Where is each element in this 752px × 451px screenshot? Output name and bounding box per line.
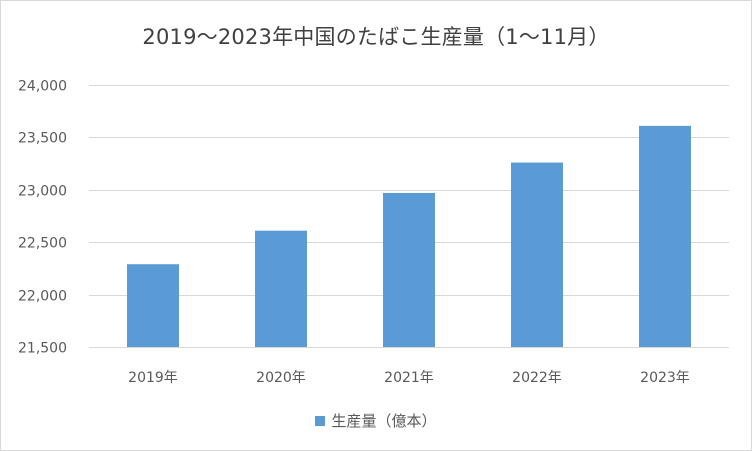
x-axis-ticks: 2019年 2020年 2021年 2022年 2023年 — [128, 370, 690, 386]
y-axis-ticks: 21,500 22,000 22,500 23,000 23,500 24,000 — [18, 79, 67, 357]
bar-3 — [383, 192, 435, 347]
y-tick-label: 24,000 — [18, 79, 67, 95]
x-tick-label: 2020年 — [256, 370, 306, 386]
bar-4 — [511, 162, 563, 347]
y-tick-label: 23,500 — [18, 131, 67, 147]
bars — [127, 125, 691, 347]
x-tick-label: 2021年 — [384, 370, 434, 386]
legend-label: 生産量（億本） — [331, 412, 437, 430]
y-tick-label: 22,500 — [18, 236, 67, 252]
x-tick-label: 2023年 — [640, 370, 690, 386]
y-tick-label: 23,000 — [18, 184, 67, 200]
x-tick-label: 2022年 — [512, 370, 562, 386]
bar-1 — [127, 264, 179, 347]
y-tick-label: 22,000 — [18, 289, 67, 305]
x-tick-label: 2019年 — [128, 370, 178, 386]
chart-title: 2019〜2023年中国のたばこ生産量（1〜11月） — [142, 25, 610, 49]
legend-swatch — [315, 416, 326, 426]
y-tick-label: 21,500 — [18, 341, 67, 357]
legend: 生産量（億本） — [1, 410, 751, 431]
bar-5 — [639, 125, 691, 347]
bar-2 — [255, 230, 307, 347]
